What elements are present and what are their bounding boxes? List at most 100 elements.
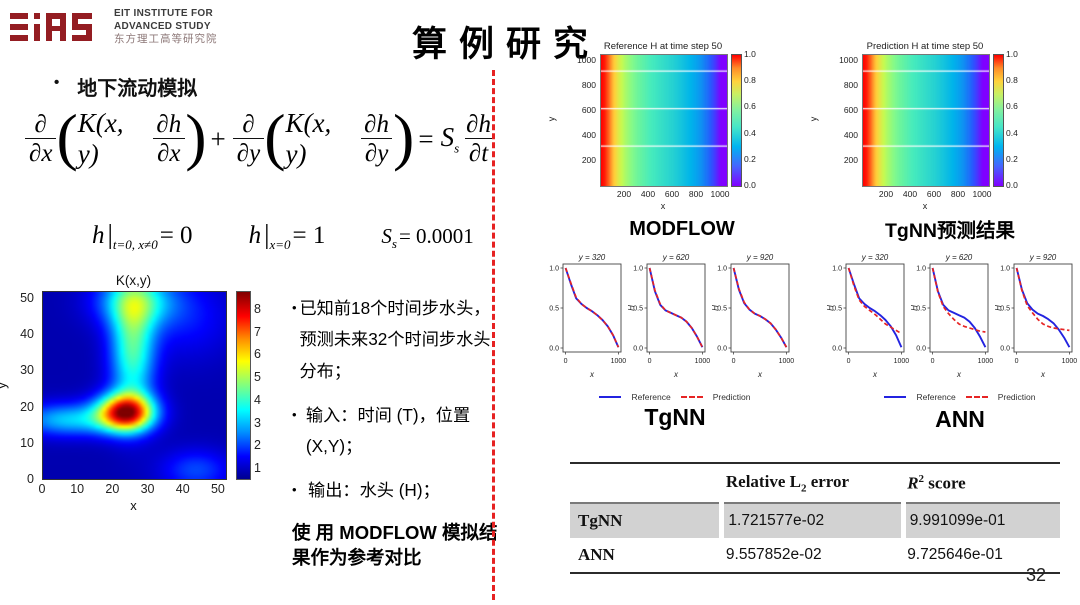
tick-label: 20 <box>20 399 34 414</box>
prediction-heatmap-title: Prediction H at time step 50 <box>866 41 984 52</box>
svg-text:y = 920: y = 920 <box>746 253 774 262</box>
tick-label: 0.6 <box>744 101 756 112</box>
prediction-heatmap-yticks: 1000 800 600 400 200 <box>824 55 858 165</box>
boundary-conditions: h |t=0, x≠0= 0 h |x=0= 1 Ss= 0.0001 <box>92 219 474 253</box>
tgnn-result-label: TgNN预测结果 <box>885 220 1015 242</box>
table-row-ann: ANN 9.557852e-02 9.725646e-01 <box>570 538 1060 573</box>
row-r2-value: 9.725646e-01 <box>907 546 1003 564</box>
reference-heatmap-ylabel: y <box>546 116 557 122</box>
tick-label: 8 <box>254 302 261 316</box>
tick-label: 1000 <box>839 55 858 65</box>
svg-text:0.0: 0.0 <box>717 346 727 353</box>
tick-label: 0 <box>27 471 34 486</box>
tick-label: 0.8 <box>1006 75 1018 86</box>
svg-text:x: x <box>1040 370 1046 379</box>
equals-op: = <box>418 123 434 154</box>
svg-text:1.0: 1.0 <box>916 266 926 273</box>
tick-label: 200 <box>878 189 894 199</box>
row-r2-value: 9.991099e-01 <box>900 503 1060 539</box>
page-number: 32 <box>1026 565 1047 585</box>
svg-text:x: x <box>757 370 763 379</box>
reference-heatmap <box>600 54 728 187</box>
condition-initial: h |t=0, x≠0= 0 <box>92 219 193 252</box>
svg-text:0.5: 0.5 <box>916 306 926 313</box>
svg-text:H: H <box>627 305 636 311</box>
reference-colorbar <box>731 54 742 187</box>
k-term: K(x, y) <box>77 108 124 169</box>
frac-dhdy: ∂h ∂y <box>360 111 393 167</box>
results-table-wrap: Relative L2 error R2 score TgNN 1.721577… <box>570 462 1060 575</box>
tick-label: 200 <box>843 155 858 165</box>
svg-text:0.5: 0.5 <box>549 306 559 313</box>
paren-close: ) <box>185 100 207 172</box>
legend-prediction-label: Prediction <box>712 392 751 402</box>
tick-label: 400 <box>581 130 596 140</box>
tick-label: 600 <box>926 189 942 199</box>
row-name: TgNN <box>570 503 722 539</box>
list-item: • 已知前18个时间步水头，预测未来32个时间步水头分布； <box>292 293 502 387</box>
paren-open: ( <box>56 100 78 172</box>
tick-label: 40 <box>20 327 34 342</box>
k-field-yticks: 50 40 30 20 10 0 <box>8 291 34 486</box>
tgnn_lines-subplot-2: y = 620 1.0 0.5 0.0 0 1000 x H <box>627 253 710 379</box>
tick-label: 0.0 <box>1006 179 1018 190</box>
tick-label: 800 <box>581 80 596 90</box>
paren-open2: ( <box>264 100 286 172</box>
svg-text:0: 0 <box>564 358 568 365</box>
tick-label: 4 <box>254 392 261 407</box>
svg-text:y = 920: y = 920 <box>1029 253 1057 262</box>
paren-close2: ) <box>393 100 415 172</box>
reference-heatmap-xlabel: x <box>660 201 666 211</box>
list-item-text: 输入：时间 (T)，位置 (X,Y)； <box>305 404 471 457</box>
svg-text:x: x <box>956 370 962 379</box>
reference-colorbar-ticks: 1.0 0.8 0.6 0.4 0.2 0.0 <box>744 49 756 190</box>
logo-line1: EIT INSTITUTE FOR <box>114 8 213 19</box>
svg-text:1.0: 1.0 <box>1000 266 1010 273</box>
tick-label: 1.0 <box>744 49 756 59</box>
bullet-icon: • <box>54 74 60 91</box>
tick-label: 6 <box>254 347 261 362</box>
svg-text:0.0: 0.0 <box>1000 346 1010 353</box>
prediction-heatmap-xlabel: x <box>922 201 928 211</box>
svg-text:x: x <box>673 370 679 379</box>
tick-label: 200 <box>581 155 596 165</box>
logo-line3: 东方理工高等研究院 <box>114 33 218 45</box>
tgnn_lines-subplot-3: y = 920 1.0 0.5 0.0 0 1000 x H <box>711 253 795 379</box>
svg-text:1.0: 1.0 <box>832 266 842 273</box>
bullet-icon: • <box>292 406 297 422</box>
tick-label: 30 <box>20 363 34 378</box>
tick-label: 0.2 <box>744 153 756 164</box>
ann-legend: Reference Prediction <box>840 392 1080 402</box>
svg-text:0.0: 0.0 <box>916 346 926 353</box>
modflow-note: 使 用 MODFLOW 模拟结果作为参考对比 <box>292 521 498 569</box>
svg-text:1000: 1000 <box>779 358 795 365</box>
ann_lines-subplot-2: y = 620 1.0 0.5 0.0 0 1000 x H <box>910 253 994 379</box>
svg-text:0: 0 <box>648 358 652 365</box>
list-item-text: 已知前18个时间步水头，预测未来32个时间步水头分布； <box>299 298 491 381</box>
legend-reference-label: Reference <box>631 392 671 402</box>
modflow-label: MODFLOW <box>629 218 735 240</box>
svg-text:1.0: 1.0 <box>717 266 727 273</box>
condition-boundary: h |x=0= 1 <box>248 219 326 252</box>
svg-text:0.5: 0.5 <box>633 306 643 313</box>
prediction-colorbar <box>993 54 1004 187</box>
tick-label: 0.2 <box>1006 153 1018 164</box>
tgnn_lines-subplot-1: y = 320 1.0 0.5 0.0 0 1000 x <box>549 253 626 379</box>
svg-text:1000: 1000 <box>978 358 994 365</box>
tick-label: 50 <box>210 482 225 496</box>
tick-label: 5 <box>254 370 261 385</box>
svg-text:1.0: 1.0 <box>549 266 559 273</box>
tick-label: 7 <box>254 324 261 339</box>
reference-heatmap-title: Reference H at time step 50 <box>603 41 723 52</box>
prediction-line-icon <box>965 396 988 398</box>
tick-label: 1 <box>254 460 261 475</box>
prediction-heatmap <box>862 54 990 187</box>
tick-label: 40 <box>175 482 190 496</box>
prediction-heatmap-xticks: 200 400 600 800 1000 <box>874 189 994 199</box>
logo: EIT INSTITUTE FOR ADVANCED STUDY 东方理工高等研… <box>10 7 218 47</box>
tick-label: 0.0 <box>744 179 756 190</box>
tick-label: 1000 <box>577 55 596 65</box>
k-field-ylabel: y <box>0 382 9 389</box>
svg-text:y = 620: y = 620 <box>662 253 690 262</box>
